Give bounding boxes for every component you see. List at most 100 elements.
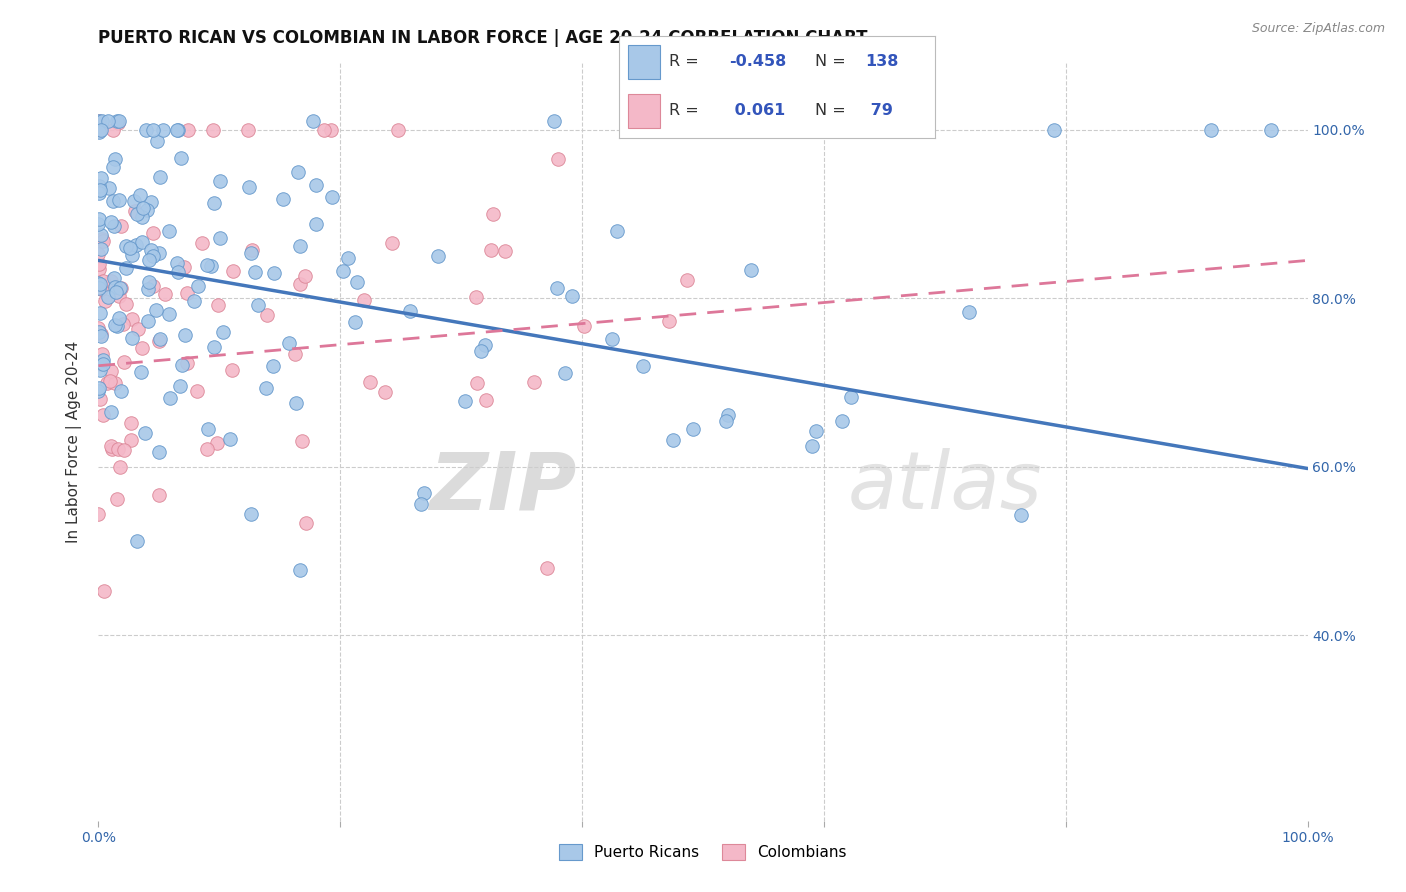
- Point: [1199, 123, 1222, 137]
- Text: -0.458: -0.458: [730, 54, 786, 69]
- Point: [90, 227, 112, 242]
- Point: [717, 408, 740, 422]
- Text: atlas: atlas: [848, 448, 1043, 526]
- Point: [89, 257, 111, 271]
- Point: [94, 294, 117, 309]
- Point: [121, 331, 143, 345]
- Point: [207, 298, 229, 312]
- Point: [96, 114, 118, 128]
- Point: [1260, 123, 1282, 137]
- Point: [202, 195, 225, 210]
- Point: [101, 123, 124, 137]
- Point: [111, 317, 134, 331]
- Point: [183, 294, 205, 309]
- Point: [115, 260, 138, 275]
- Point: [89, 392, 111, 407]
- Point: [159, 391, 181, 405]
- Point: [145, 302, 167, 317]
- Point: [146, 134, 169, 148]
- Point: [239, 246, 262, 260]
- Point: [108, 281, 131, 295]
- Point: [453, 394, 475, 409]
- Point: [125, 207, 148, 221]
- Point: [89, 277, 111, 291]
- Point: [89, 183, 111, 197]
- Point: [284, 396, 307, 410]
- Point: [337, 251, 360, 265]
- Point: [97, 290, 120, 304]
- Point: [277, 335, 299, 350]
- Point: [294, 268, 316, 283]
- Point: [100, 442, 122, 456]
- Point: [523, 375, 546, 389]
- Point: [89, 306, 111, 320]
- Point: [238, 180, 260, 194]
- Point: [90, 170, 112, 185]
- Point: [157, 224, 180, 238]
- Point: [93, 352, 115, 367]
- Point: [128, 188, 150, 202]
- Point: [104, 285, 127, 299]
- Point: [359, 376, 381, 390]
- Point: [273, 192, 295, 206]
- Point: [91, 235, 114, 249]
- Point: [200, 259, 222, 273]
- Point: [246, 297, 269, 311]
- Point: [536, 561, 558, 575]
- Point: [465, 376, 488, 391]
- Point: [138, 276, 160, 290]
- Point: [839, 390, 862, 404]
- Point: [256, 308, 278, 322]
- Point: [176, 285, 198, 300]
- Point: [470, 344, 492, 359]
- Point: [107, 116, 129, 130]
- Point: [125, 238, 148, 252]
- Point: [103, 271, 125, 285]
- Point: [112, 354, 135, 368]
- Point: [208, 174, 231, 188]
- Point: [87, 262, 110, 277]
- Point: [572, 319, 595, 334]
- Point: [561, 289, 583, 303]
- Point: [148, 488, 170, 502]
- Point: [90, 242, 112, 256]
- Point: [148, 246, 170, 260]
- Point: [399, 304, 422, 318]
- Text: 0.061: 0.061: [730, 103, 786, 118]
- Point: [288, 563, 311, 577]
- Text: N =: N =: [815, 103, 845, 118]
- Point: [346, 275, 368, 289]
- Point: [170, 358, 193, 372]
- Point: [110, 219, 132, 233]
- Point: [374, 385, 396, 400]
- Point: [201, 123, 224, 137]
- Point: [202, 340, 225, 354]
- Point: [89, 363, 111, 377]
- Point: [108, 460, 131, 475]
- Point: [662, 433, 685, 447]
- Point: [131, 342, 153, 356]
- Point: [91, 232, 114, 246]
- Point: [344, 315, 367, 329]
- Point: [100, 405, 122, 419]
- Point: [87, 508, 110, 522]
- Point: [110, 281, 132, 295]
- Point: [191, 236, 214, 251]
- Point: [169, 379, 191, 393]
- Point: [104, 152, 127, 166]
- Point: [148, 334, 170, 348]
- Point: [100, 440, 122, 454]
- Point: [121, 248, 143, 262]
- Point: [475, 392, 498, 407]
- Point: [197, 259, 219, 273]
- Point: [465, 290, 488, 304]
- Text: ZIP: ZIP: [429, 448, 576, 526]
- Point: [114, 239, 136, 253]
- Point: [682, 422, 704, 436]
- Point: [105, 114, 128, 128]
- Point: [288, 239, 311, 253]
- Point: [240, 507, 263, 521]
- Point: [87, 276, 110, 290]
- Point: [87, 179, 110, 194]
- Point: [494, 244, 516, 258]
